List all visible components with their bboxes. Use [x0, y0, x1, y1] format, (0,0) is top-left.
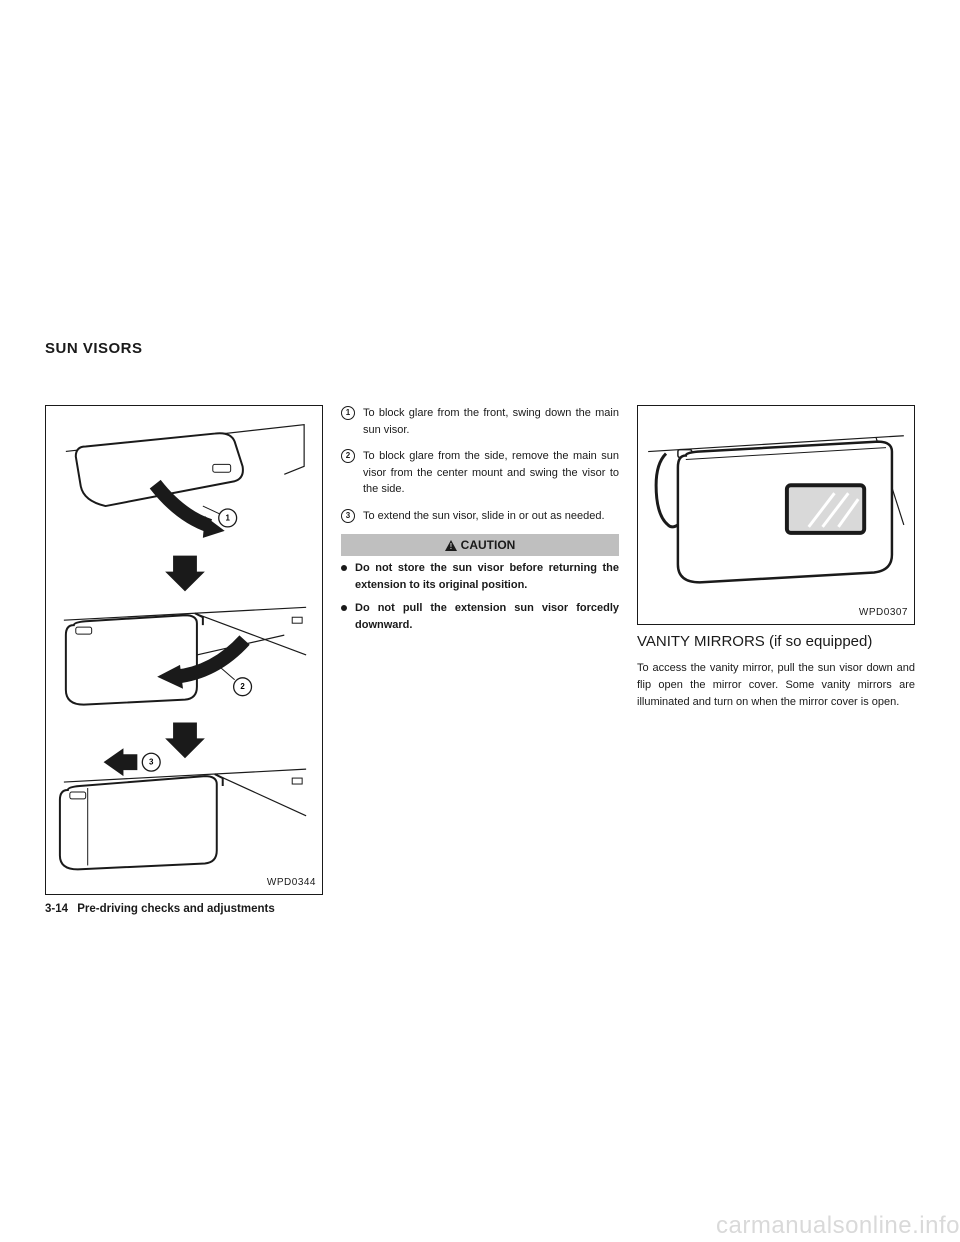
caution-body: Do not store the sun visor before return… [341, 556, 619, 634]
caution-item: Do not store the sun visor before return… [341, 560, 619, 594]
callout-1: 1 [225, 513, 230, 522]
vanity-body-text: To access the vanity mirror, pull the su… [637, 660, 915, 711]
sun-visor-steps-svg: 1 [46, 406, 322, 894]
manual-page: SUN VISORS [45, 340, 915, 895]
caution-label: CAUTION [461, 538, 516, 552]
column-3: WPD0307 VANITY MIRRORS (if so equipped) … [637, 405, 915, 895]
step-3-illustration: 3 [60, 748, 306, 869]
vanity-heading: VANITY MIRRORS (if so equipped) [637, 633, 915, 650]
caution-text: Do not pull the extension sun visor forc… [355, 600, 619, 634]
instruction-text: To block glare from the front, swing dow… [363, 405, 619, 438]
num-circle-icon: 1 [341, 406, 355, 420]
instruction-item: 3 To extend the sun visor, slide in or o… [341, 508, 619, 525]
num-circle-icon: 3 [341, 509, 355, 523]
watermark: carmanualsonline.info [716, 1212, 960, 1240]
step-1-illustration: 1 [66, 425, 304, 538]
footer-section: Pre-driving checks and adjustments [77, 903, 274, 915]
instruction-item: 1 To block glare from the front, swing d… [341, 405, 619, 438]
instruction-item: 2 To block glare from the side, remove t… [341, 448, 619, 498]
section-title: SUN VISORS [45, 340, 915, 357]
vanity-mirror-svg [638, 406, 914, 624]
callout-3: 3 [149, 758, 154, 767]
caution-item: Do not pull the extension sun visor forc… [341, 600, 619, 634]
svg-text:!: ! [449, 542, 452, 551]
instruction-text: To extend the sun visor, slide in or out… [363, 508, 605, 525]
figure-sun-visor-steps: 1 [45, 405, 323, 895]
bullet-icon [341, 605, 347, 611]
instruction-text: To block glare from the side, remove the… [363, 448, 619, 498]
warning-triangle-icon: ! [445, 540, 457, 551]
caution-heading: ! CAUTION [341, 534, 619, 556]
figure-1-label: WPD0344 [267, 877, 316, 888]
arrow-down-2 [165, 722, 205, 758]
caution-text: Do not store the sun visor before return… [355, 560, 619, 594]
figure-2-label: WPD0307 [859, 607, 908, 618]
page-footer: 3-14 Pre-driving checks and adjustments [45, 903, 275, 915]
callout-2: 2 [240, 682, 245, 691]
arrow-down-1 [165, 556, 205, 592]
column-1: 1 [45, 405, 323, 895]
num-circle-icon: 2 [341, 449, 355, 463]
instruction-list: 1 To block glare from the front, swing d… [341, 405, 619, 524]
page-number: 3-14 [45, 903, 68, 915]
figure-vanity-mirror: WPD0307 [637, 405, 915, 625]
column-2: 1 To block glare from the front, swing d… [341, 405, 619, 895]
step-2-illustration: 2 [64, 607, 306, 704]
bullet-icon [341, 565, 347, 571]
columns: 1 [45, 405, 915, 895]
